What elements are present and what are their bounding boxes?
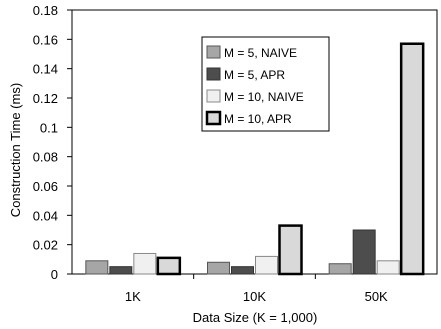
- y-axis-label: Construction Time (ms): [8, 83, 23, 217]
- bar: [85, 260, 109, 275]
- y-tick-label: 0.02: [33, 238, 58, 253]
- y-tick-label: 0.08: [33, 150, 58, 165]
- y-tick-label: 0.16: [33, 32, 58, 47]
- legend-label: M = 10, NAIVE: [224, 90, 304, 104]
- legend-label: M = 5, NAIVE: [224, 46, 297, 60]
- y-axis: 0 0.02 0.04 0.06 0.08 0.1 0.12 0.14 0.16 0.18: [33, 3, 72, 282]
- legend-swatch: [206, 45, 221, 59]
- plot-border: [71, 9, 438, 275]
- bars: [85, 42, 425, 276]
- y-tick-label: 0.12: [33, 91, 58, 106]
- y-tick-label: 0.1: [40, 120, 58, 135]
- plot-frame: [71, 9, 438, 275]
- legend-box: [201, 36, 330, 132]
- legend-swatch: [205, 110, 222, 126]
- bar: [231, 266, 254, 275]
- bar: [133, 252, 157, 275]
- legend-label: M = 10, APR: [224, 112, 292, 126]
- bar: [156, 256, 182, 276]
- x-axis: 1K 10K 50K: [125, 274, 388, 304]
- y-tick-label: 0.04: [33, 208, 58, 223]
- legend-label: M = 5, APR: [224, 68, 285, 82]
- y-tick-label: 0.18: [33, 3, 58, 18]
- bar: [109, 266, 133, 275]
- bar: [207, 261, 230, 275]
- y-tick-label: 0.06: [33, 179, 58, 194]
- y-tick-label: 0: [51, 267, 58, 282]
- x-tick-label: 1K: [125, 289, 141, 304]
- bar: [399, 42, 425, 276]
- bar: [328, 263, 352, 275]
- x-tick-label: 10K: [243, 289, 266, 304]
- legend: M = 5, NAIVE M = 5, APR M = 10, NAIVE M = 1…: [201, 36, 330, 132]
- bar: [376, 260, 400, 275]
- x-axis-label: Data Size (K = 1,000): [193, 310, 318, 325]
- legend-swatch: [206, 67, 221, 81]
- bar: [278, 224, 303, 276]
- bar: [352, 229, 376, 275]
- legend-swatch: [206, 89, 221, 103]
- x-tick-label: 50K: [365, 289, 388, 304]
- bar: [255, 255, 278, 275]
- y-tick-label: 0.14: [33, 62, 58, 77]
